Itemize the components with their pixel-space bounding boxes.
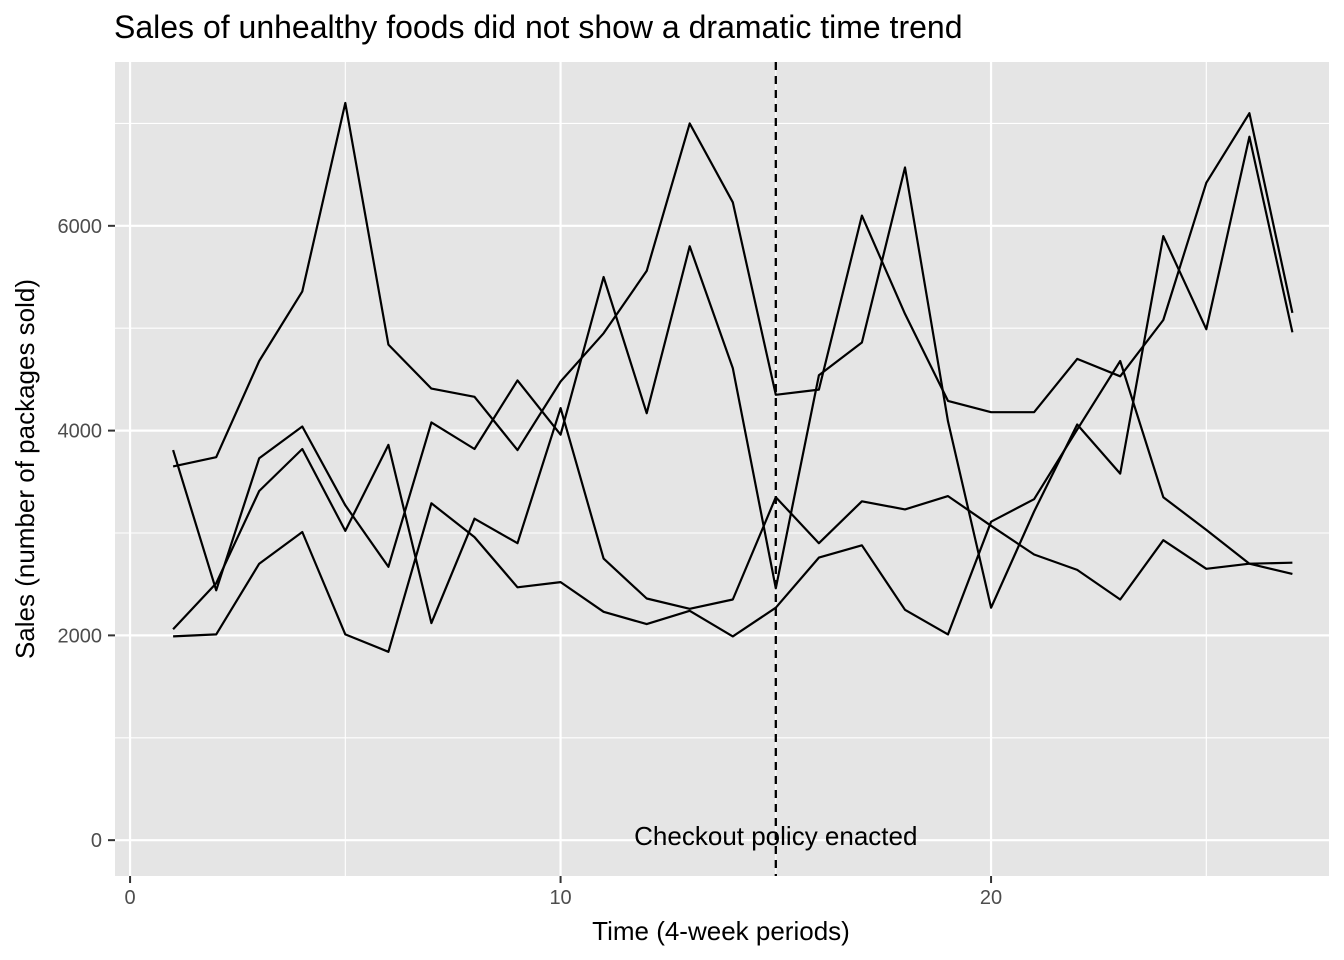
plot-panel bbox=[115, 62, 1329, 876]
grid-major bbox=[115, 62, 1329, 876]
series-line-1 bbox=[172, 101, 1294, 468]
series-layer bbox=[172, 101, 1294, 653]
y-tick-label: 6000 bbox=[58, 216, 103, 238]
y-axis-title: Sales (number of packages sold) bbox=[10, 279, 40, 659]
series-line-2 bbox=[172, 135, 1294, 609]
y-tick-label: 0 bbox=[91, 830, 102, 852]
x-tick-label: 10 bbox=[549, 887, 571, 909]
y-tick-label: 2000 bbox=[58, 625, 103, 647]
x-tick-label: 0 bbox=[125, 887, 136, 909]
chart-title: Sales of unhealthy foods did not show a … bbox=[114, 9, 962, 45]
x-axis-title: Time (4-week periods) bbox=[592, 916, 850, 946]
x-tick-label: 20 bbox=[980, 887, 1002, 909]
series-line-4 bbox=[173, 359, 1293, 653]
x-axis-ticks: 0 10 20 bbox=[125, 876, 1002, 909]
series-line-3 bbox=[172, 407, 1293, 630]
y-tick-label: 4000 bbox=[58, 421, 103, 443]
y-axis-ticks: 0 2000 4000 6000 bbox=[58, 216, 115, 852]
policy-annotation: Checkout policy enacted bbox=[634, 821, 917, 851]
